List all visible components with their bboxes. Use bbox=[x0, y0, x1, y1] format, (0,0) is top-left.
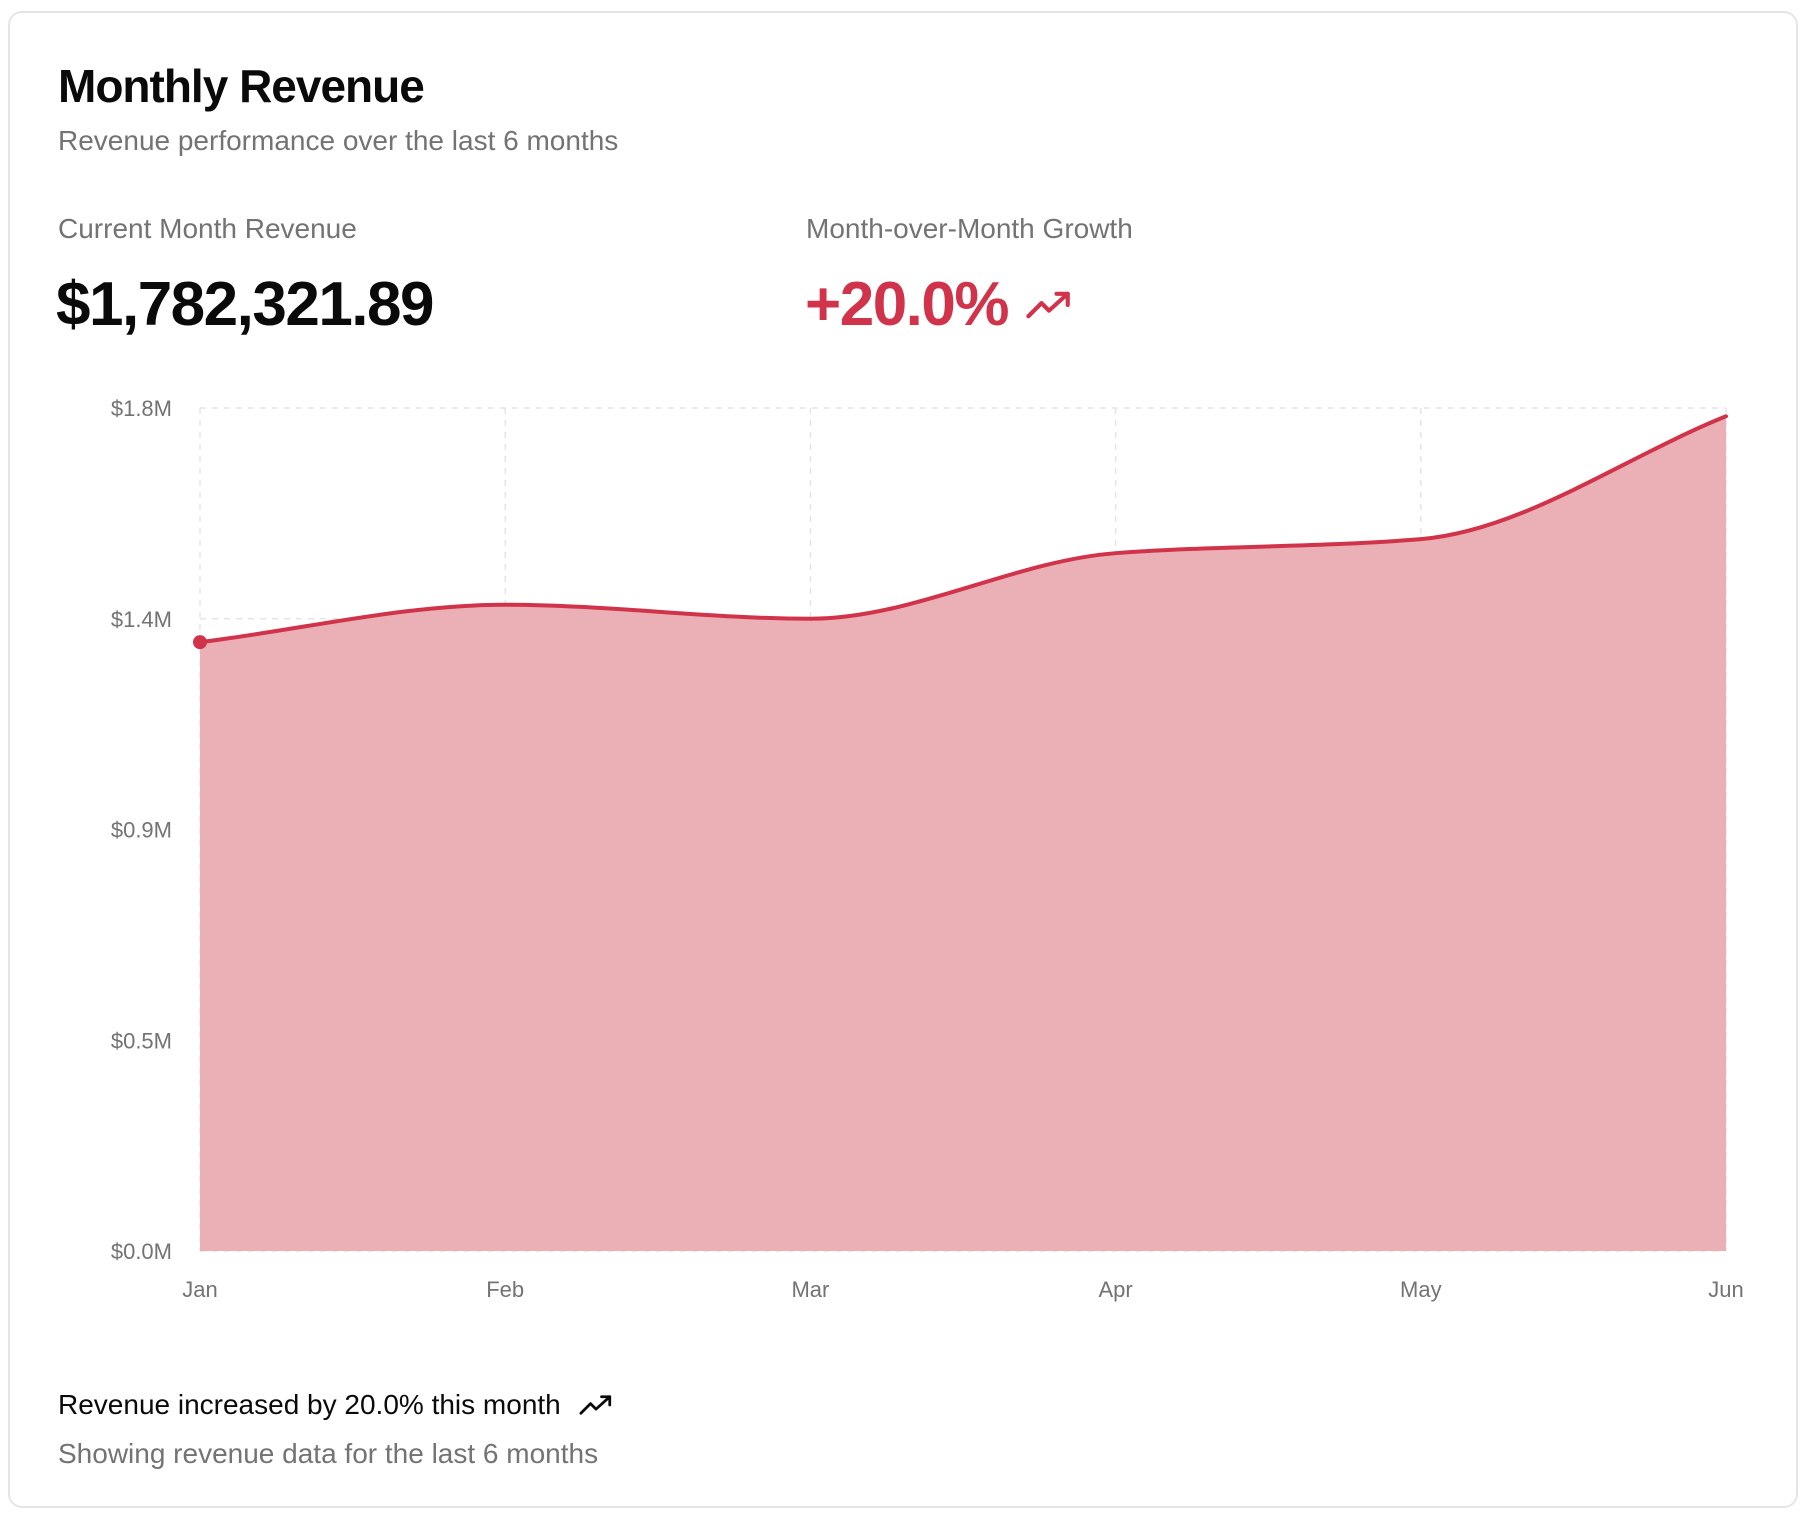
card-subtitle: Revenue performance over the last 6 mont… bbox=[58, 125, 619, 156]
y-tick-label: $1.8M bbox=[111, 396, 172, 421]
x-tick-label: Jan bbox=[182, 1277, 217, 1302]
y-tick-label: $0.5M bbox=[111, 1028, 172, 1053]
card-title: Monthly Revenue bbox=[58, 60, 425, 112]
y-tick-label: $0.0M bbox=[111, 1239, 172, 1264]
revenue-line bbox=[198, 414, 1728, 645]
trending-up-icon bbox=[1026, 291, 1070, 318]
x-tick-label: May bbox=[1400, 1277, 1442, 1302]
revenue-area-fill bbox=[200, 416, 1726, 1251]
growth-label: Month-over-Month Growth bbox=[806, 213, 1133, 244]
x-tick-label: Mar bbox=[791, 1277, 829, 1302]
current-revenue-amount: $1,782,321.89 bbox=[56, 270, 435, 339]
highlighted-data-point bbox=[193, 635, 207, 650]
x-tick-label: Feb bbox=[486, 1277, 524, 1302]
y-tick-label: $1.4M bbox=[111, 607, 172, 632]
growth-percent: +20.0% bbox=[805, 270, 1010, 339]
trend-summary: Revenue increased by 20.0% this month bbox=[58, 1389, 613, 1421]
chart-caption: Showing revenue data for the last 6 mont… bbox=[58, 1438, 599, 1469]
y-tick-label: $0.9M bbox=[111, 818, 172, 843]
growth-value: +20.0% bbox=[805, 269, 1072, 340]
x-tick-label: Jun bbox=[1708, 1277, 1743, 1302]
current-revenue-value: $1,782,321.89 bbox=[56, 269, 435, 340]
current-revenue-label: Current Month Revenue bbox=[58, 213, 357, 244]
trend-summary-text: Revenue increased by 20.0% this month bbox=[58, 1389, 561, 1420]
trending-up-icon bbox=[579, 1395, 611, 1415]
x-tick-label: Apr bbox=[1098, 1277, 1132, 1302]
